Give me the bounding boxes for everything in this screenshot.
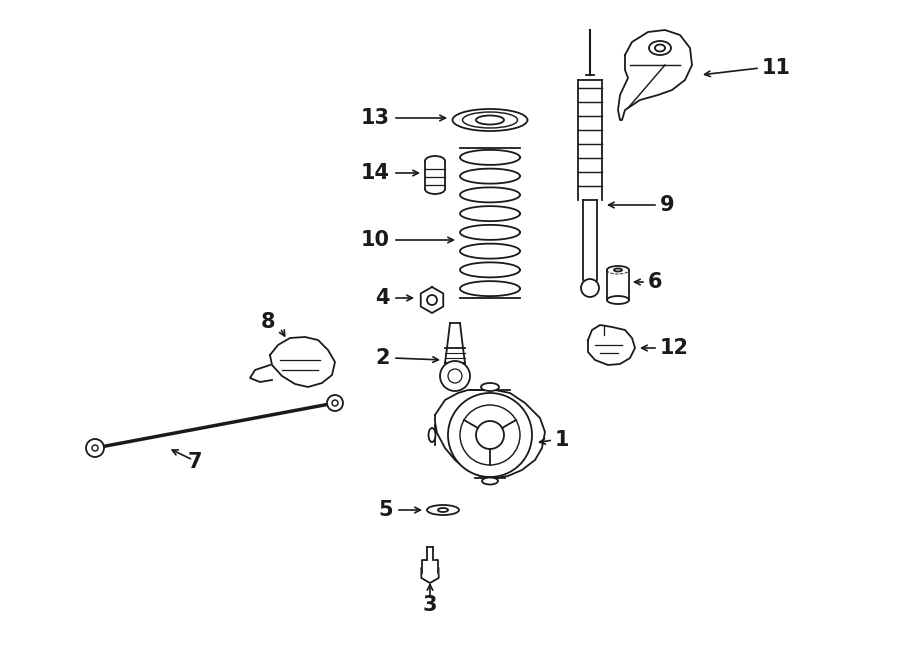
Polygon shape: [435, 390, 545, 478]
Polygon shape: [420, 287, 444, 313]
Circle shape: [460, 405, 520, 465]
Polygon shape: [427, 547, 433, 560]
Text: 6: 6: [648, 272, 662, 292]
Ellipse shape: [614, 268, 622, 272]
Ellipse shape: [481, 383, 499, 391]
Ellipse shape: [453, 109, 527, 131]
Text: 12: 12: [660, 338, 689, 358]
Ellipse shape: [476, 116, 504, 124]
Text: 5: 5: [378, 500, 393, 520]
Polygon shape: [270, 337, 335, 387]
Polygon shape: [618, 30, 692, 120]
Circle shape: [86, 439, 104, 457]
Polygon shape: [421, 563, 438, 583]
Polygon shape: [588, 325, 635, 365]
Text: 3: 3: [423, 595, 437, 615]
Text: 7: 7: [188, 452, 202, 472]
Ellipse shape: [427, 505, 459, 515]
Circle shape: [440, 361, 470, 391]
Text: 8: 8: [261, 312, 275, 332]
Text: 13: 13: [361, 108, 390, 128]
Text: 11: 11: [762, 58, 791, 78]
Ellipse shape: [438, 508, 448, 512]
Ellipse shape: [428, 428, 436, 442]
Text: 10: 10: [361, 230, 390, 250]
Text: 14: 14: [361, 163, 390, 183]
Ellipse shape: [482, 477, 498, 485]
Circle shape: [581, 279, 599, 297]
Circle shape: [476, 421, 504, 449]
Text: 2: 2: [375, 348, 390, 368]
Text: 4: 4: [375, 288, 390, 308]
Circle shape: [427, 295, 437, 305]
Text: 1: 1: [555, 430, 570, 450]
Text: 9: 9: [660, 195, 675, 215]
Polygon shape: [422, 560, 438, 573]
Circle shape: [448, 393, 532, 477]
Circle shape: [327, 395, 343, 411]
